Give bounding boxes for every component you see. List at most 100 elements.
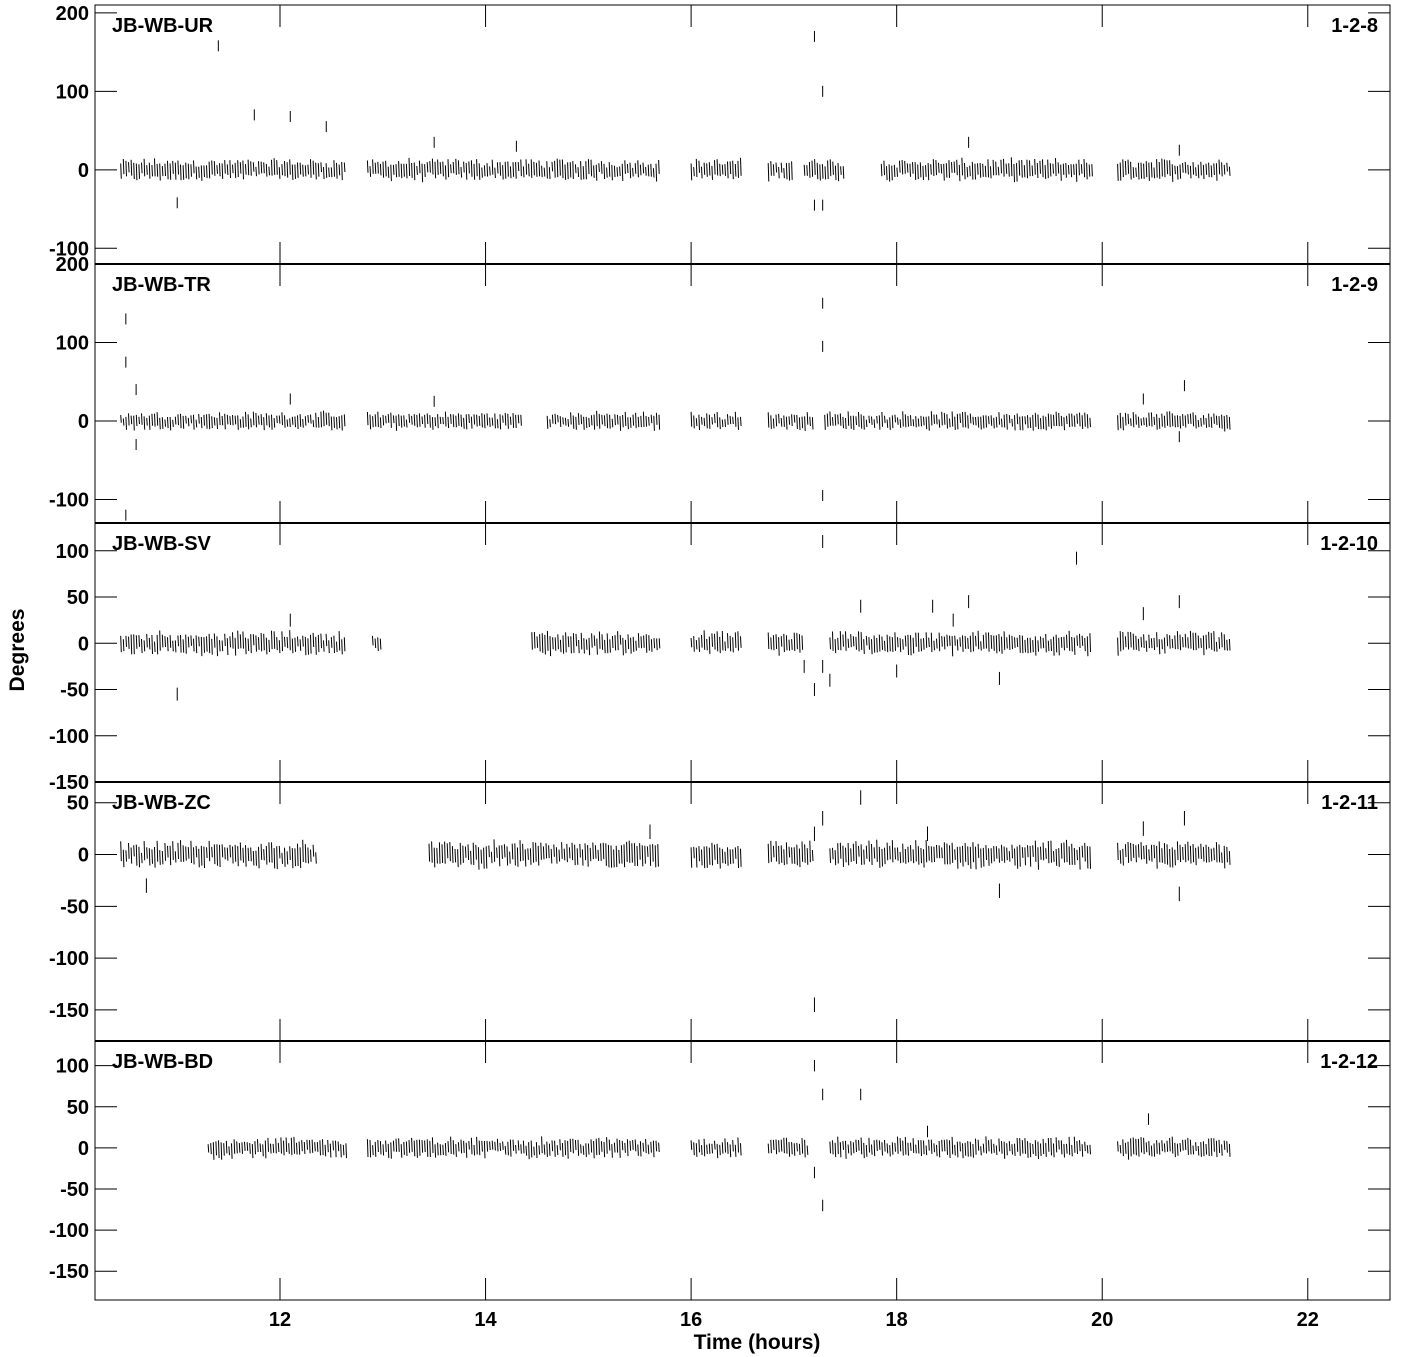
phase-point: [962, 635, 964, 652]
phase-point: [120, 635, 122, 653]
phase-point: [1213, 1138, 1215, 1152]
phase-point: [775, 841, 778, 862]
y-tick-label: -50: [60, 680, 89, 702]
phase-point: [878, 634, 881, 652]
phase-point: [1117, 163, 1119, 181]
phase-point: [964, 162, 966, 180]
phase-point: [1208, 631, 1210, 649]
phase-point: [1228, 1143, 1231, 1157]
phase-point: [808, 161, 811, 178]
y-tick-label: 0: [78, 1138, 89, 1160]
phase-point: [1079, 412, 1081, 427]
phase-point: [1176, 415, 1179, 428]
phase-point: [997, 166, 1000, 176]
phase-point: [1124, 160, 1127, 176]
phase-point: [917, 164, 919, 180]
phase-point: [485, 846, 488, 869]
phase-point: [185, 846, 187, 861]
phase-point: [711, 633, 713, 647]
phase-point: [580, 1144, 582, 1154]
phase-point: [245, 637, 247, 655]
phase-point: [444, 165, 447, 180]
phase-point: [645, 1138, 647, 1154]
phase-point: [972, 842, 974, 863]
phase-point: [719, 1144, 721, 1156]
phase-point: [315, 852, 317, 864]
phase-point: [120, 841, 122, 862]
phase-point: [1221, 632, 1223, 648]
phase-point: [701, 849, 703, 866]
phase-point: [1071, 413, 1073, 427]
phase-point: [1068, 413, 1071, 428]
phase-point: [724, 419, 726, 427]
phase-point: [570, 636, 572, 654]
phase-point: [640, 636, 643, 649]
phase-point: [122, 418, 125, 426]
phase-point: [293, 1136, 295, 1154]
phase-point: [1055, 848, 1058, 866]
phase-point: [554, 413, 557, 425]
phase-point: [1192, 843, 1195, 863]
phase-point: [1029, 417, 1032, 429]
phase-point: [536, 636, 539, 648]
x-axis-title: Time (hours): [694, 1331, 821, 1354]
panel-frame: [94, 263, 1391, 524]
phase-point: [734, 1144, 737, 1157]
phase-point: [463, 417, 465, 429]
phase-point: [520, 414, 522, 426]
phase-point: [408, 157, 411, 177]
phase-point: [450, 1136, 452, 1155]
phase-point: [516, 847, 519, 867]
phase-point: [284, 636, 286, 647]
phase-point: [226, 414, 229, 425]
phase-point: [602, 842, 605, 860]
phase-point: [657, 844, 659, 867]
phase-point: [943, 842, 946, 865]
phase-point: [146, 165, 148, 175]
phase-point: [239, 634, 242, 649]
phase-point: [804, 416, 806, 432]
phase-point: [928, 1139, 930, 1151]
phase-point: [206, 414, 208, 429]
phase-point: [985, 845, 987, 860]
phase-point: [315, 412, 317, 428]
phase-point: [845, 847, 847, 863]
phase-point: [559, 1139, 561, 1151]
phase-point: [1182, 162, 1184, 173]
phase-point: [1124, 412, 1127, 426]
phase-point: [829, 159, 832, 177]
phase-point: [598, 163, 600, 172]
phase-point: [185, 162, 187, 179]
phase-point: [634, 1139, 637, 1152]
phase-point: [125, 850, 127, 862]
phase-point: [708, 162, 711, 176]
phase-point: [533, 1146, 535, 1156]
phase-point: [169, 416, 172, 431]
phase-point: [975, 846, 977, 870]
phase-point: [711, 1143, 713, 1154]
phase-point: [884, 415, 886, 424]
phase-point: [737, 417, 739, 430]
phase-point: [783, 849, 785, 866]
phase-point: [424, 164, 426, 178]
phase-point: [977, 163, 979, 175]
phase-point: [658, 1142, 660, 1153]
phase-point: [1045, 848, 1047, 859]
phase-point: [263, 162, 265, 174]
phase-point: [276, 846, 278, 870]
phase-point: [1058, 848, 1060, 867]
y-axis-title: Degrees: [6, 609, 29, 692]
phase-point: [512, 162, 515, 177]
phase-point: [535, 162, 538, 177]
phase-point: [330, 637, 333, 648]
phase-point: [1076, 1140, 1078, 1155]
phase-point: [587, 1143, 590, 1155]
phase-point: [1119, 631, 1122, 652]
phase-point: [1003, 1141, 1006, 1159]
phase-point: [801, 635, 804, 650]
phase-point: [610, 845, 613, 868]
phase-point: [304, 844, 307, 863]
phase-point: [995, 846, 998, 859]
phase-point: [444, 411, 447, 427]
phase-point: [1008, 634, 1011, 651]
